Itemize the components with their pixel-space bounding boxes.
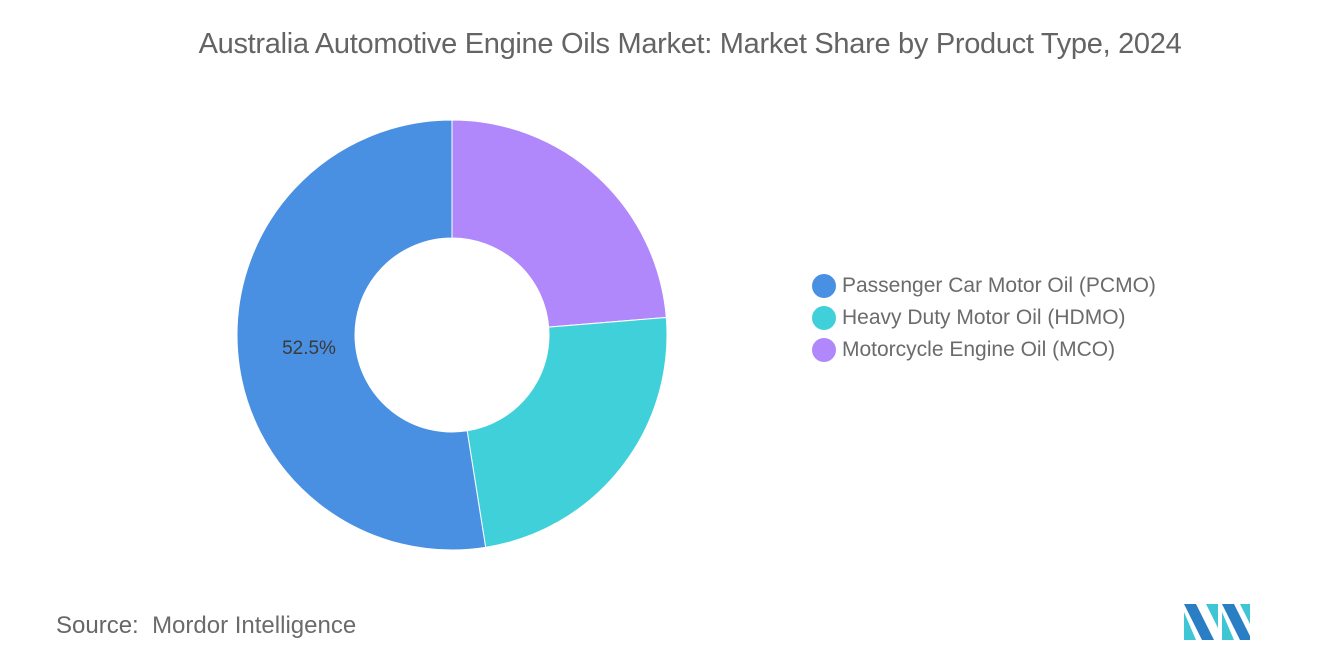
legend-item-hdmo[interactable]: Heavy Duty Motor Oil (HDMO) xyxy=(812,302,1156,334)
pcmo-data-label: 52.5% xyxy=(282,338,336,359)
legend-label: Motorcycle Engine Oil (MCO) xyxy=(842,338,1116,361)
donut-slice-mco[interactable] xyxy=(451,119,667,328)
source-label: Source: xyxy=(56,612,139,639)
legend-item-mco[interactable]: Motorcycle Engine Oil (MCO) xyxy=(812,334,1156,366)
source-value: Mordor Intelligence xyxy=(152,612,357,639)
legend-item-pcmo[interactable]: Passenger Car Motor Oil (PCMO) xyxy=(812,270,1156,302)
mordor-intelligence-logo-icon xyxy=(1184,604,1250,640)
legend-label: Passenger Car Motor Oil (PCMO) xyxy=(842,274,1156,297)
legend-swatch-pcmo-icon xyxy=(812,274,836,298)
chart-title: Australia Automotive Engine Oils Market:… xyxy=(198,28,1182,60)
legend-label: Heavy Duty Motor Oil (HDMO) xyxy=(842,306,1126,329)
donut-slice-pcmo[interactable] xyxy=(236,119,487,551)
chart-legend: Passenger Car Motor Oil (PCMO) Heavy Dut… xyxy=(812,270,1156,366)
legend-swatch-mco-icon xyxy=(812,338,836,362)
donut-slice-hdmo[interactable] xyxy=(466,316,668,548)
legend-swatch-hdmo-icon xyxy=(812,306,836,330)
source-note: Source: Mordor Intelligence xyxy=(56,612,356,640)
